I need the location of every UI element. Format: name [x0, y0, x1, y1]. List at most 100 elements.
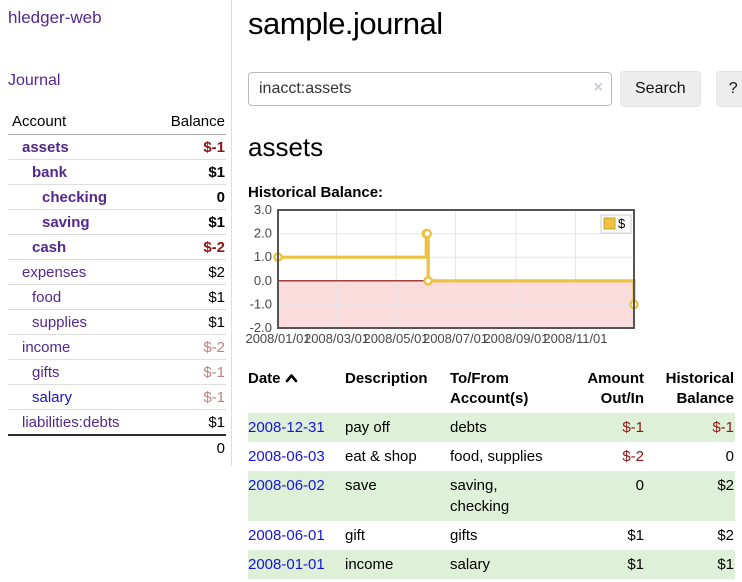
register-tbody: 2008-12-31 pay off debts $-1 $-1 2008-06… [248, 413, 735, 579]
app-brand-link[interactable]: hledger-web [8, 8, 102, 27]
transaction-date-link[interactable]: 2008-06-01 [248, 527, 325, 544]
account-balance: $1 [150, 209, 226, 235]
register-table: Date Description To/From Account(s) Amou… [248, 367, 735, 579]
account-row: food $1 [8, 284, 226, 310]
account-balance: $-2 [150, 334, 226, 360]
transaction-date-link[interactable]: 2008-12-31 [248, 419, 325, 436]
transaction-accounts: saving, checking [450, 471, 560, 521]
search-button[interactable]: Search [620, 71, 701, 107]
transaction-amount: $1 [627, 527, 644, 544]
sidebar-item-journal[interactable]: Journal [8, 72, 61, 89]
transaction-balance: $2 [645, 471, 735, 521]
account-balance: $-2 [150, 234, 226, 260]
account-link[interactable]: income [22, 339, 71, 356]
transaction-accounts: salary [450, 550, 560, 579]
chart-svg: 3.0 2.0 1.0 0.0 -1.0 -2.02008/01/012008/03/01… [245, 202, 639, 346]
svg-text:2008/07/01: 2008/07/01 [423, 331, 488, 346]
account-balance: $1 [150, 284, 226, 310]
legend-swatch [603, 217, 616, 230]
account-link[interactable]: expenses [22, 264, 87, 281]
account-row: gifts $-1 [8, 359, 226, 385]
account-link[interactable]: saving [42, 214, 90, 231]
svg-text:-2.0: -2.0 [250, 320, 272, 335]
transaction-date-link[interactable]: 2008-06-03 [248, 448, 325, 465]
transaction-description: save [345, 471, 450, 521]
svg-text:2008/05/01: 2008/05/01 [363, 331, 428, 346]
svg-text:3.0: 3.0 [254, 202, 272, 217]
accounts-header-account: Account [8, 111, 151, 135]
register-row: 2008-12-31 pay off debts $-1 $-1 [248, 413, 735, 442]
transaction-amount: $1 [560, 550, 645, 579]
account-balance: $1 [150, 409, 226, 435]
register-header-description: Description [345, 370, 428, 387]
transaction-accounts: debts [450, 413, 560, 442]
account-row: expenses $2 [8, 259, 226, 285]
account-link[interactable]: food [32, 289, 62, 306]
register-row: 2008-06-01 gift gifts $1 $2 [248, 521, 735, 550]
account-balance: $1 [150, 309, 226, 335]
register-header-amount: Amount Out/In [587, 370, 644, 407]
account-balance: 0 [150, 184, 226, 210]
account-link[interactable]: cash [32, 239, 67, 256]
register-row: 2008-06-02 save saving, checking 0 $2 [248, 471, 735, 521]
account-link[interactable]: liabilities:debts [22, 414, 120, 431]
transaction-amount: 0 [560, 471, 645, 521]
transaction-balance: $2 [717, 527, 734, 544]
account-row: assets $-1 [8, 135, 226, 160]
accounts-header-balance: Balance [150, 111, 226, 135]
account-row: bank $1 [8, 159, 226, 185]
transaction-balance: 0 [725, 448, 734, 465]
svg-text:0.0: 0.0 [254, 273, 272, 288]
search-input[interactable] [248, 72, 612, 106]
account-link[interactable]: supplies [32, 314, 88, 331]
svg-text:-1.0: -1.0 [250, 296, 272, 311]
page-title: sample.journal [248, 6, 443, 41]
accounts-table: Account Balance assets $-1 bank $1 check… [8, 111, 226, 460]
help-button[interactable]: ? [715, 71, 742, 107]
transaction-description: income [345, 550, 450, 579]
account-balance: $1 [150, 159, 226, 185]
account-row: saving $1 [8, 209, 226, 235]
register-row: 2008-06-03 eat & shop food, supplies $-2… [248, 442, 735, 471]
account-balance: $-1 [203, 139, 225, 156]
account-row: checking 0 [8, 184, 226, 210]
chart-caption: Historical Balance: [248, 184, 384, 201]
account-balance: $-1 [150, 384, 226, 410]
register-row: 2008-01-01 income salary $1 $1 [248, 550, 735, 579]
register-header-date[interactable]: Date [248, 367, 345, 413]
svg-text:1.0: 1.0 [254, 249, 272, 264]
sort-asc-icon [285, 369, 298, 389]
svg-text:2008/01/01: 2008/01/01 [245, 331, 310, 346]
register-header-balance: Historical Balance [665, 370, 734, 407]
search-form: × Search ? [248, 71, 742, 107]
svg-text:2008/03/01: 2008/03/01 [304, 331, 369, 346]
svg-text:2008/09/01: 2008/09/01 [483, 331, 548, 346]
account-link[interactable]: bank [32, 164, 68, 181]
accounts-tbody: assets $-1 bank $1 checking 0 saving $1 … [8, 135, 226, 460]
transaction-amount: $-2 [622, 448, 644, 465]
account-link[interactable]: assets [22, 139, 69, 156]
transaction-balance: $-1 [645, 413, 735, 442]
account-link[interactable]: checking [42, 189, 108, 206]
transaction-accounts: gifts [450, 527, 478, 544]
transaction-date-link[interactable]: 2008-06-02 [248, 477, 325, 494]
account-link[interactable]: gifts [32, 364, 60, 381]
accounts-total-row: 0 [8, 434, 226, 460]
transaction-date-link[interactable]: 2008-01-01 [248, 556, 325, 573]
account-row: salary $-1 [8, 384, 226, 410]
historical-balance-chart: 3.0 2.0 1.0 0.0 -1.0 -2.0 2008/01/01 2008/03/01… [245, 202, 648, 349]
svg-text:2.0: 2.0 [254, 226, 272, 241]
transaction-description: pay off [345, 413, 450, 442]
account-row: supplies $1 [8, 309, 226, 335]
account-heading: assets [248, 132, 324, 162]
transaction-balance: $1 [645, 550, 735, 579]
account-row: income $-2 [8, 334, 226, 360]
account-row: cash $-2 [8, 234, 226, 260]
account-link[interactable]: salary [32, 389, 73, 406]
legend-label: $ [618, 216, 626, 231]
account-row: liabilities:debts $1 [8, 409, 226, 435]
clear-search-icon[interactable]: × [593, 79, 603, 96]
accounts-total: 0 [150, 434, 226, 460]
svg-text:2008/11/01: 2008/11/01 [543, 331, 607, 346]
account-balance: $-1 [150, 359, 226, 385]
